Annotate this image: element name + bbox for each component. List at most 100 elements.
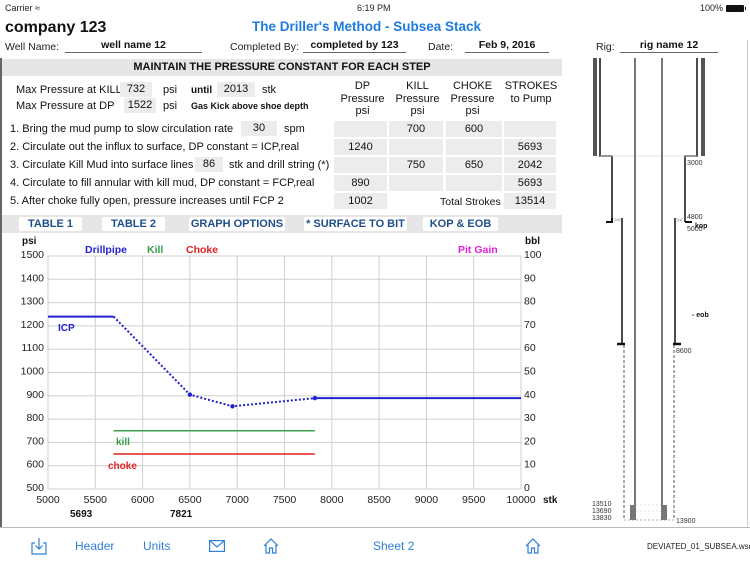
legend-drillpipe[interactable]: Drillpipe <box>85 244 127 256</box>
marker-5693: 5693 <box>70 509 93 520</box>
max-dp-unit: psi <box>163 100 178 112</box>
instructions-banner: MAINTAIN THE PRESSURE CONSTANT FOR EACH … <box>2 59 562 76</box>
y-right-label: bbl <box>525 236 540 247</box>
surface-lines-input[interactable]: 86 <box>195 157 223 172</box>
marker-7821: 7821 <box>170 509 193 520</box>
svg-text:8500: 8500 <box>367 494 391 506</box>
pressure-chart[interactable]: 150014001300120011001000900800700600500 … <box>0 233 580 527</box>
svg-text:7500: 7500 <box>273 494 297 506</box>
svg-text:30: 30 <box>524 412 536 424</box>
file-name: DEVIATED_01_SUBSEA.wsdf <box>647 542 750 551</box>
step-4-choke[interactable] <box>446 175 502 191</box>
svg-text:7000: 7000 <box>226 494 250 506</box>
legend-pit-gain[interactable]: Pit Gain <box>458 244 498 256</box>
total-strokes-value: 13514 <box>504 193 556 209</box>
step-3-strokes[interactable]: 2042 <box>504 157 556 173</box>
home-icon-2[interactable] <box>525 538 541 554</box>
gas-kick-note: Gas Kick above shoe depth <box>191 101 309 111</box>
svg-text:><: >< <box>614 218 622 224</box>
until-unit: stk <box>262 84 277 96</box>
choke-annotation: choke <box>108 461 137 472</box>
spm-unit: spm <box>284 123 305 135</box>
col-header-choke: CHOKE Pressure psi <box>450 80 495 117</box>
step-2-kill[interactable] <box>389 139 443 155</box>
tab-kop-eob[interactable]: KOP & EOB <box>423 217 498 231</box>
step-4-kill[interactable] <box>389 175 443 191</box>
tab-table-2[interactable]: TABLE 2 <box>102 217 165 231</box>
legend-choke[interactable]: Choke <box>186 244 218 256</box>
svg-text:1300: 1300 <box>21 296 45 308</box>
date-label: Date: <box>428 41 454 53</box>
wellbore-diagram[interactable]: >< >< 3000 4800 5000 8600 13510 13690 13… <box>580 55 747 527</box>
svg-text:800: 800 <box>26 412 44 424</box>
bottom-toolbar: Header Units Sheet 2 DEVIATED_01_SUBSEA.… <box>0 527 750 562</box>
step-2-dp[interactable]: 1240 <box>334 139 387 155</box>
chart-grid <box>47 255 522 490</box>
max-kill-unit: psi <box>163 84 178 96</box>
company-name[interactable]: company 123 <box>5 19 107 36</box>
svg-text:><: >< <box>676 218 684 224</box>
svg-text:5000: 5000 <box>36 494 60 506</box>
depth-13830: 13830 <box>592 515 612 522</box>
step-5-text: 5. After choke fully open, pressure incr… <box>10 195 284 207</box>
tab-table-1[interactable]: TABLE 1 <box>19 217 82 231</box>
depth-5000: 5000 <box>687 226 703 233</box>
depth-13690: 13690 <box>592 508 612 515</box>
depth-8600: 8600 <box>676 348 692 355</box>
svg-text:700: 700 <box>26 435 44 447</box>
svg-text:50: 50 <box>524 366 536 378</box>
rig-field[interactable]: rig name 12 <box>620 39 718 53</box>
max-kill-value[interactable]: 732 <box>120 82 152 97</box>
col-header-strokes: STROKES to Pump <box>504 80 558 105</box>
max-dp-value[interactable]: 1522 <box>124 98 156 113</box>
completed-by-label: Completed By: <box>230 41 299 53</box>
kill-annotation: kill <box>116 437 130 448</box>
step-2-strokes[interactable]: 5693 <box>504 139 556 155</box>
svg-text:10: 10 <box>524 459 536 471</box>
completed-by-field[interactable]: completed by 123 <box>303 39 406 53</box>
step-2-text: 2. Circulate out the influx to surface, … <box>10 141 300 153</box>
svg-text:40: 40 <box>524 389 536 401</box>
depth-13900: 13900 <box>676 518 696 525</box>
mail-icon[interactable] <box>209 540 225 552</box>
kop-label: kop <box>695 223 707 230</box>
icp-annotation: ICP <box>58 323 75 334</box>
step-5-dp[interactable]: 1002 <box>334 193 387 209</box>
well-name-field[interactable]: well name 12 <box>65 39 202 53</box>
svg-text:8000: 8000 <box>320 494 344 506</box>
step-1-strokes[interactable] <box>504 121 556 137</box>
graph-toolbar: TABLE 1 TABLE 2 GRAPH OPTIONS * SURFACE … <box>2 215 562 233</box>
step-4-strokes[interactable]: 5693 <box>504 175 556 191</box>
tab-graph-options[interactable]: GRAPH OPTIONS <box>189 217 285 231</box>
svg-text:1200: 1200 <box>21 319 45 331</box>
step-3-dp[interactable] <box>334 157 387 173</box>
step-1-choke[interactable]: 600 <box>446 121 502 137</box>
step-3-choke[interactable]: 650 <box>446 157 502 173</box>
depth-4800: 4800 <box>687 214 703 221</box>
svg-text:0: 0 <box>524 482 530 494</box>
step-1-kill[interactable]: 700 <box>389 121 443 137</box>
home-icon[interactable] <box>263 538 279 554</box>
step-1-dp[interactable] <box>334 121 387 137</box>
units-button[interactable]: Units <box>143 539 171 553</box>
date-field[interactable]: Feb 9, 2016 <box>465 39 549 53</box>
depth-13510: 13510 <box>592 501 612 508</box>
legend-kill[interactable]: Kill <box>147 244 163 256</box>
step-3-kill[interactable]: 750 <box>389 157 443 173</box>
y-left-label: psi <box>22 236 37 247</box>
step-4-dp[interactable]: 890 <box>334 175 387 191</box>
until-value[interactable]: 2013 <box>217 82 255 97</box>
svg-text:1100: 1100 <box>21 342 44 354</box>
svg-text:9500: 9500 <box>462 494 486 506</box>
col-header-kill: KILL Pressure psi <box>395 80 440 117</box>
spm-input[interactable]: 30 <box>241 121 277 136</box>
header-button[interactable]: Header <box>75 539 115 553</box>
sheet-2-button[interactable]: Sheet 2 <box>373 539 415 553</box>
svg-text:1400: 1400 <box>21 272 45 284</box>
panel-divider <box>747 40 748 527</box>
carrier-label: Carrier ≈ <box>5 3 40 13</box>
step-2-choke[interactable] <box>446 139 502 155</box>
share-icon[interactable] <box>31 537 47 555</box>
tab-surface-to-bit[interactable]: * SURFACE TO BIT <box>304 217 407 231</box>
battery: 100% <box>700 3 746 13</box>
